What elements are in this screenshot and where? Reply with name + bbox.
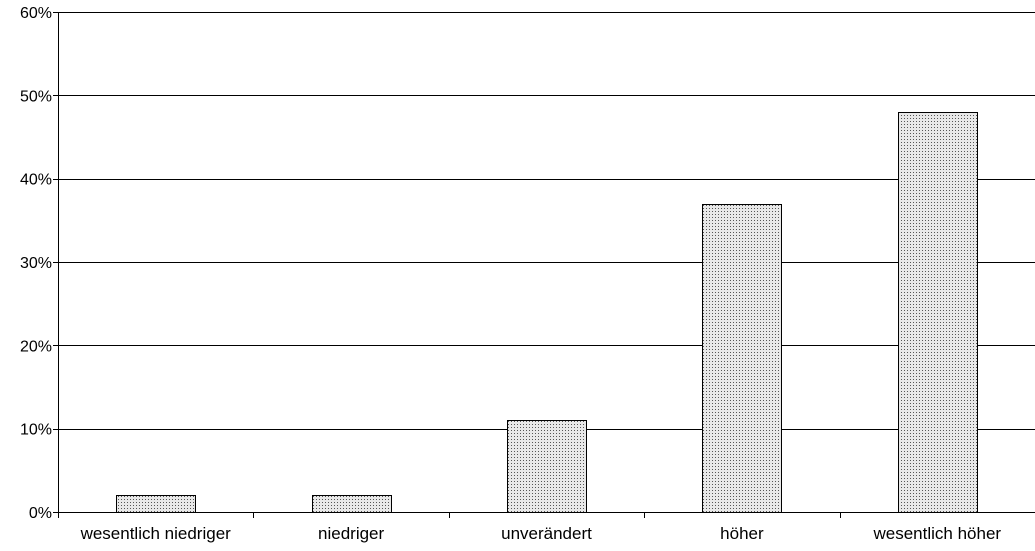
x-tick-label-1: wesentlich niedriger bbox=[80, 524, 232, 543]
gridlines bbox=[58, 12, 1035, 430]
y-tick-label-40: 40% bbox=[20, 172, 52, 189]
y-tick-label-60: 60% bbox=[20, 5, 52, 22]
x-tick-label-3: unverändert bbox=[501, 524, 592, 543]
x-tick-label-5: wesentlich höher bbox=[873, 524, 1002, 543]
x-tick-label-2: niedriger bbox=[318, 524, 384, 543]
bar-2 bbox=[312, 495, 392, 513]
y-tick-label-50: 50% bbox=[20, 88, 52, 105]
bar-3 bbox=[507, 420, 587, 513]
y-tick-label-10: 10% bbox=[20, 422, 52, 439]
axes bbox=[53, 12, 1035, 518]
y-tick-label-20: 20% bbox=[20, 338, 52, 355]
x-tick-labels: wesentlich niedriger niedriger unverändert… bbox=[80, 524, 1002, 543]
y-tick-label-30: 30% bbox=[20, 255, 52, 272]
bars bbox=[116, 112, 978, 513]
y-tick-label-0: 0% bbox=[29, 505, 52, 522]
bar-4 bbox=[702, 204, 782, 513]
x-tick-label-4: höher bbox=[720, 524, 764, 543]
bar-1 bbox=[116, 495, 196, 513]
y-tick-labels: 0% 10% 20% 30% 40% 50% 60% bbox=[20, 5, 52, 522]
bar-5 bbox=[898, 112, 978, 513]
